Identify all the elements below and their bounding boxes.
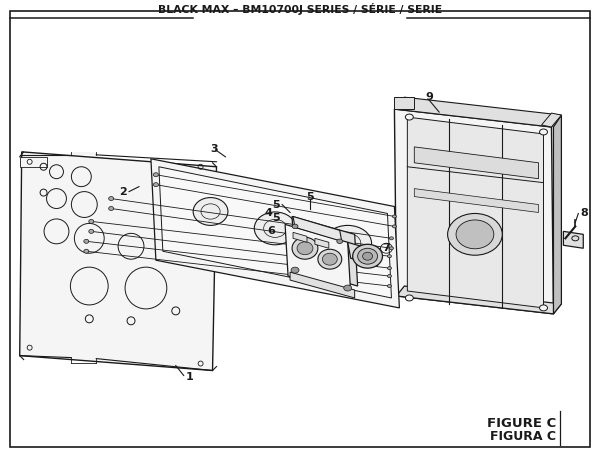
Polygon shape [553, 115, 562, 314]
Polygon shape [71, 152, 96, 155]
Ellipse shape [388, 255, 391, 258]
Ellipse shape [388, 267, 391, 270]
Polygon shape [415, 189, 539, 212]
Ellipse shape [392, 225, 397, 228]
Ellipse shape [84, 239, 89, 243]
Polygon shape [315, 238, 329, 248]
Polygon shape [20, 157, 47, 167]
Ellipse shape [389, 237, 394, 240]
Polygon shape [348, 243, 377, 266]
Polygon shape [397, 286, 562, 314]
Polygon shape [285, 224, 350, 294]
Polygon shape [563, 231, 583, 248]
Ellipse shape [154, 173, 158, 177]
Polygon shape [394, 97, 562, 127]
Polygon shape [159, 167, 391, 298]
Polygon shape [407, 117, 544, 308]
Ellipse shape [456, 220, 494, 249]
Ellipse shape [89, 219, 94, 223]
Text: 1: 1 [185, 373, 193, 383]
Text: 3: 3 [211, 144, 218, 154]
Ellipse shape [154, 182, 158, 187]
Ellipse shape [388, 275, 391, 278]
Polygon shape [292, 217, 358, 286]
Ellipse shape [337, 239, 343, 243]
Ellipse shape [318, 249, 342, 269]
Ellipse shape [89, 229, 94, 233]
Ellipse shape [109, 197, 113, 201]
Text: 9: 9 [425, 92, 433, 102]
Text: 5: 5 [272, 200, 280, 210]
Ellipse shape [254, 212, 296, 245]
Polygon shape [293, 233, 307, 243]
Ellipse shape [572, 236, 579, 241]
Ellipse shape [292, 238, 318, 259]
Ellipse shape [353, 244, 382, 268]
Polygon shape [542, 113, 562, 127]
Ellipse shape [193, 197, 228, 225]
Polygon shape [151, 159, 400, 308]
Text: 5: 5 [306, 192, 314, 202]
Text: FIGURA C: FIGURA C [490, 430, 556, 443]
Ellipse shape [362, 252, 373, 260]
Ellipse shape [322, 253, 337, 265]
Text: 8: 8 [580, 208, 588, 218]
Ellipse shape [406, 295, 413, 301]
Polygon shape [293, 217, 342, 241]
Ellipse shape [358, 248, 377, 264]
Ellipse shape [292, 224, 298, 228]
Ellipse shape [344, 285, 352, 291]
Ellipse shape [297, 242, 313, 255]
Polygon shape [290, 272, 355, 298]
Ellipse shape [84, 249, 89, 253]
Polygon shape [394, 109, 553, 314]
Ellipse shape [406, 114, 413, 120]
Ellipse shape [448, 213, 502, 255]
Ellipse shape [389, 247, 394, 250]
Text: FIGURE C: FIGURE C [487, 417, 556, 430]
Polygon shape [20, 152, 217, 370]
Text: 6: 6 [267, 227, 275, 236]
Text: BLACK MAX – BM10700J SERIES / SÉRIE / SERIE: BLACK MAX – BM10700J SERIES / SÉRIE / SE… [158, 3, 442, 15]
Ellipse shape [324, 225, 371, 261]
Ellipse shape [109, 207, 113, 211]
Ellipse shape [392, 215, 397, 218]
Polygon shape [394, 97, 415, 109]
Polygon shape [415, 147, 539, 179]
Ellipse shape [539, 129, 547, 135]
Text: 7: 7 [382, 243, 390, 253]
Ellipse shape [291, 267, 299, 273]
Ellipse shape [388, 284, 391, 288]
Ellipse shape [539, 305, 547, 311]
Text: 5: 5 [272, 213, 280, 223]
Text: 2: 2 [119, 187, 127, 197]
Text: 4: 4 [264, 208, 272, 218]
